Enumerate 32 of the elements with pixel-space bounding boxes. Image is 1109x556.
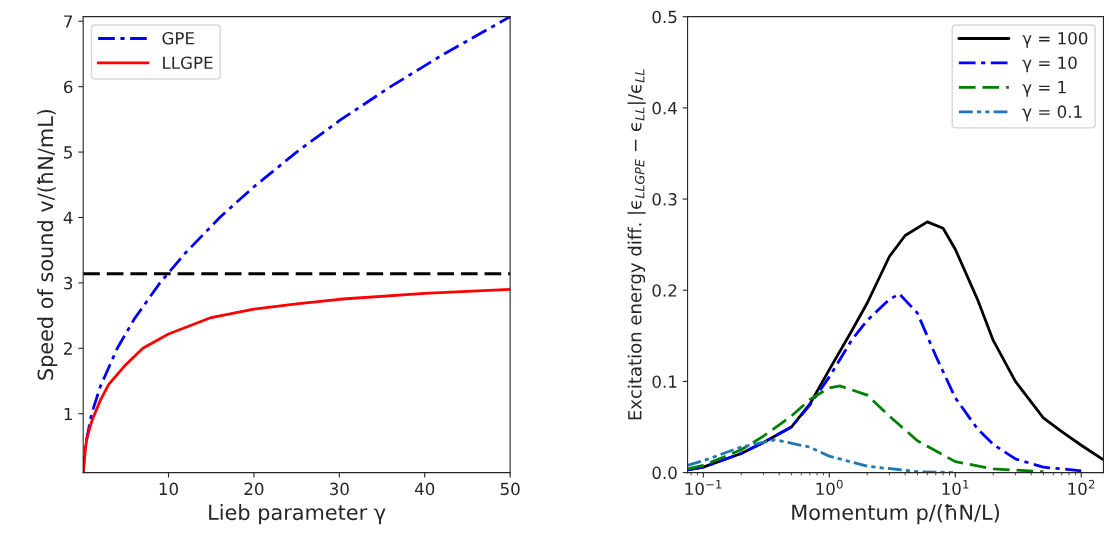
y-tick-label: 6: [64, 80, 73, 94]
x-tick-label: 30: [329, 482, 349, 496]
y-tick-label: 0.2: [652, 284, 677, 297]
x-tick-label: 10$^{2}$: [1068, 479, 1095, 496]
legend-label: γ = 1: [1022, 81, 1066, 97]
y-tick-label: 7: [64, 15, 73, 28]
x-axis-title: Momentum p/(ħN/L): [792, 504, 999, 525]
legend-label: GPE: [162, 31, 194, 45]
x-tick-label: 20: [244, 482, 264, 496]
x-tick-label: 10$^{1}$: [942, 479, 969, 496]
x-axis-title: Lieb parameter γ: [209, 504, 386, 525]
y-axis-title: Excitation energy diff. |ϵ$_{LLGPE}$ − ϵ$_{LL}$|/ϵ$_{LL}$: [627, 69, 646, 420]
y-axis-title: Speed of sound v/(ħN/mL): [37, 109, 58, 380]
y-tick-label: 4: [63, 211, 73, 224]
x-tick-label: 10$^{0}$: [816, 479, 843, 496]
x-tick-label: 40: [414, 482, 435, 496]
y-tick-label: 0.3: [652, 193, 677, 206]
x-tick-label: 50: [500, 482, 520, 496]
x-tick-label: 10$^{−1}$: [685, 479, 722, 496]
legend-label: γ = 10: [1022, 56, 1077, 73]
y-tick-label: 3: [64, 276, 73, 290]
y-tick-label: 0.0: [652, 466, 677, 480]
y-tick-label: 2: [64, 342, 72, 355]
legend-label: γ = 100: [1022, 31, 1088, 48]
y-tick-label: 5: [64, 146, 72, 159]
y-tick-label: 0.5: [652, 10, 677, 24]
y-tick-label: 0.1: [652, 375, 677, 388]
legend-label: γ = 0.1: [1022, 105, 1082, 122]
x-tick-label: 10: [159, 482, 178, 496]
legend-label: LLGPE: [163, 56, 213, 70]
y-tick-label: 1: [64, 407, 72, 421]
y-tick-label: 0.4: [652, 101, 677, 115]
